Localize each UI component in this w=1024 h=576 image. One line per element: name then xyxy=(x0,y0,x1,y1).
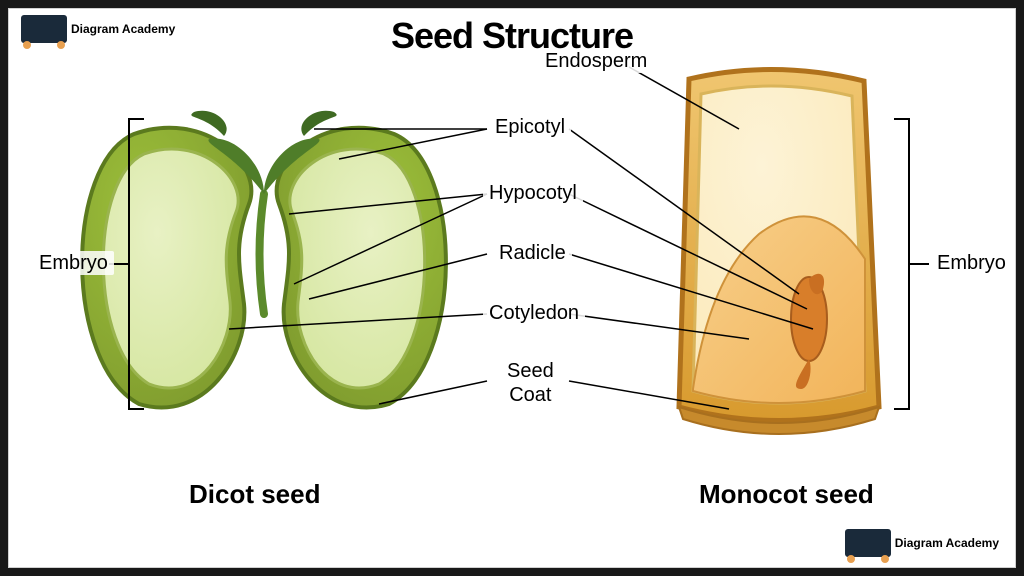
subtitle-dicot: Dicot seed xyxy=(189,479,321,510)
label-embryo-right: Embryo xyxy=(931,251,1012,275)
label-radicle: Radicle xyxy=(493,241,572,265)
label-seed-coat: Seed Coat xyxy=(501,359,560,407)
brand-logo-bottom: Diagram Academy xyxy=(845,529,999,557)
label-hypocotyl: Hypocotyl xyxy=(483,181,583,205)
subtitle-monocot: Monocot seed xyxy=(699,479,874,510)
label-endosperm: Endosperm xyxy=(539,49,653,73)
label-embryo-left: Embryo xyxy=(33,251,114,275)
dicot-seed xyxy=(82,111,446,408)
diagram-frame: Diagram Academy Diagram Academy Seed Str… xyxy=(8,8,1016,568)
brand-icon xyxy=(845,529,891,557)
monocot-seed xyxy=(679,69,879,434)
label-cotyledon: Cotyledon xyxy=(483,301,585,325)
brand-text: Diagram Academy xyxy=(895,536,999,550)
label-epicotyl: Epicotyl xyxy=(489,115,571,139)
diagram-title: Seed Structure xyxy=(9,15,1015,57)
